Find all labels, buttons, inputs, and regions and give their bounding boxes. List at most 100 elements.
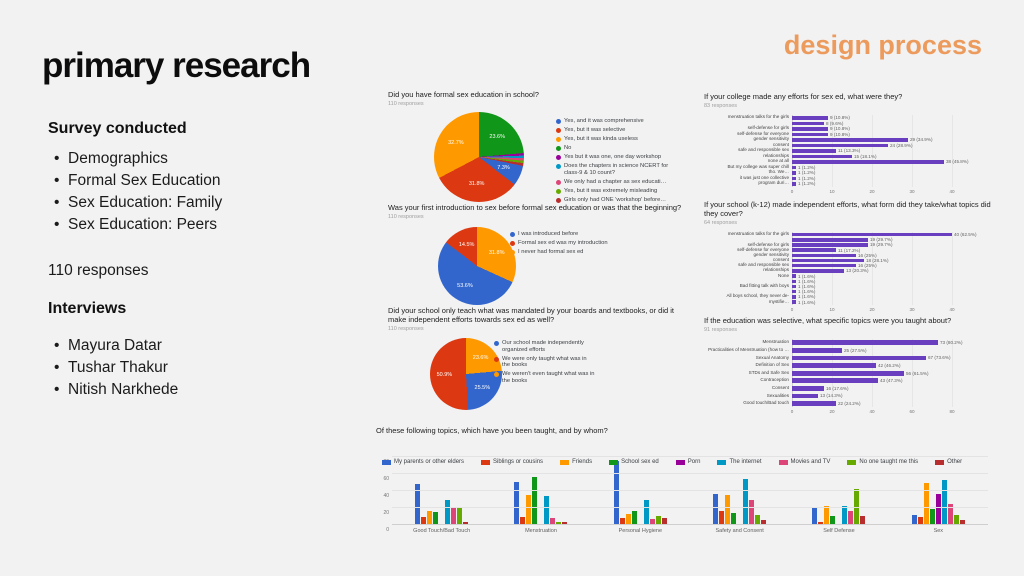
bar-label: Good touch/Bad touch [743,400,789,406]
legend-color-dot [510,250,515,256]
grouped-chart-legend: My parents or other elders Siblings or co… [382,459,979,465]
bar-track: 11 (13.3%) [792,148,952,154]
legend-color-dot [556,189,561,195]
bar-chart-plot: Menstruation 73 (80.2%) Practicalities of … [704,339,996,415]
y-tick-label: 40 [383,493,389,499]
legend-color-dot [494,356,499,362]
bar-value-annotation: 18 (28.1%) [866,258,889,264]
bar-row: self-defense for girls 19 (29.7%) [704,242,996,248]
legend-label: Our school made independently organized … [502,340,584,353]
interviewee-item: Tushar Thakur [52,357,178,379]
bar [520,517,526,525]
bar-track: 67 (73.6%) [792,354,952,362]
legend-color-square [560,459,570,465]
legend-label: We were only taught what was in the book… [502,355,587,369]
bar-track: 22 (24.2%) [792,400,952,408]
legend-label: Yes, but it was extremely misleading [564,188,658,195]
x-axis-ticks: 0 10 20 30 40 [791,305,955,313]
gridline: 60 [383,473,988,482]
y-tick-label: 0 [386,527,389,533]
legend-item: Yes but it was one, one day workshop [556,154,684,161]
bar [923,483,929,525]
gridline [912,115,913,187]
bar-label: Sexualities [766,392,789,398]
bar-value-annotation: 11 (17.2%) [838,247,861,253]
pie-slice-label: 31.8% [488,250,505,257]
bar-track: 15 (18.1%) [792,154,952,160]
bar-track: 8 (9.6%) [792,121,952,127]
bar-value-annotation: 38 (45.8%) [946,159,969,165]
bar-row: STDs and Safe Sex 56 (61.5%) [704,369,996,377]
bar-track: 19 (29.7%) [792,237,952,242]
legend-item: We only had a chapter as sex educati… [556,179,684,186]
legend-item: Our school made independently organized … [494,340,596,353]
legend-color-square [609,459,619,465]
category-label: Personal Hygiene [618,528,663,534]
bar [556,522,562,525]
bar-value-annotation: 16 (25%) [858,252,877,258]
bar [941,479,947,525]
pie-slice-label: 53.6% [457,283,473,290]
legend-label: The internet [729,459,762,465]
gridline [952,115,953,187]
bar-row: mystifie… 1 (1.6%) [704,299,996,305]
pie-chart-formal-sex-ed: Did you have formal sex education in sch… [388,90,688,204]
bar [550,518,556,525]
bar [415,484,421,525]
bar [792,355,926,361]
x-tick-label: 0 [790,409,794,415]
bar-value-annotation: 1 (1.2%) [798,175,816,181]
legend-item: Siblings or cousins [481,459,543,465]
bar-label: Contraception [760,377,789,383]
legend-color-square [778,459,788,465]
bar-row: But my college was super chill 1 (1.2%) [704,164,996,171]
bar-track: 42 (46.2%) [792,362,952,370]
legend-label: We only had a chapter as sex educati… [564,179,667,186]
bar-row: menstruation talks for the girls 40 (62.5… [704,231,996,237]
bar [860,515,866,525]
bar [830,515,836,525]
bar-value-annotation: 1 (1.2%) [798,170,816,176]
bar-label: none at all [767,158,789,164]
legend-item: No one taught me this [847,459,918,465]
gridline [872,115,873,187]
bar [792,248,836,252]
bar-row: relationships 13 (20.3%) [704,268,996,274]
bar-track: 13 (14.3%) [792,392,952,400]
chart-responses-count: 83 responses [704,103,738,109]
bar-groups [392,457,988,525]
bar-value-annotation: 25 (27.5%) [844,347,867,353]
bar-track: 18 (28.1%) [792,258,952,263]
bar-row: Bad fitting talk with boys 1 (1.6%) [704,283,996,289]
bar [792,121,824,125]
bar-value-annotation: 9 (10.8%) [830,115,850,121]
bar-label: None [778,272,789,278]
legend-item: School sex ed [609,459,659,465]
bar-label: Consent [771,384,789,390]
bar-chart-selective-topics: If the education was selective, what spe… [704,316,996,415]
gridline: 80 [383,456,988,465]
bar [792,149,836,153]
bar-track: 16 (25%) [792,253,952,258]
bar-row: consent 18 (28.1%) [704,257,996,263]
bar-label: Definition of Sex [755,362,789,368]
chart-responses-count: 91 responses [704,327,738,333]
legend-color-dot [510,241,515,247]
bar-chart-plot: menstruation talks for the girls 40 (62.5… [704,231,996,313]
pie-graphic: 23.6% 7.3% 31.8% 32.7% [434,112,524,202]
grouped-bar-chart-topics-by-whom: Of these following topics, which have yo… [368,422,998,556]
pie-graphic: 31.8% 53.6% 14.5% [438,227,516,305]
legend-color-dot [556,180,561,186]
bar [792,154,852,158]
bar-row: relationships 15 (18.1%) [704,153,996,160]
bar-label: gender sensitivity [753,136,790,142]
gridline: 0 [386,524,988,533]
x-tick-label: 20 [869,188,875,194]
bar [514,481,520,525]
category-axis-labels: Good Touch/Bad Touch Menstruation Personal… [392,528,988,534]
bar [713,494,719,525]
bar-track: 24 (28.9%) [792,143,952,149]
bar [818,521,824,525]
bar [526,495,532,525]
interviews-heading: Interviews [48,300,127,317]
